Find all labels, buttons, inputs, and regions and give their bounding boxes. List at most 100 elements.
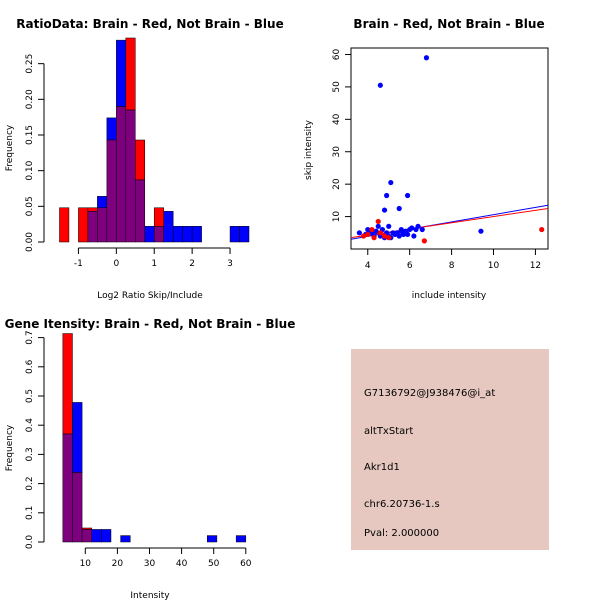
ratio-histogram-bar-blue [229,226,240,243]
scatter-x-tick-label: 12 [530,261,541,271]
ratio-histogram-y-tick-label: 0.20 [25,89,35,109]
ratio-histogram-y-tick-label: 0.25 [25,54,35,74]
ratio-histogram-y-tick-label: 0.05 [25,196,35,216]
ratio-histogram-bar-blue [172,226,183,243]
scatter-x-tick-label: 8 [449,261,455,271]
scatter-point-red [377,230,383,236]
ratio-histogram-axes: -1 0 1 2 3 0.00 0.05 0.10 0.15 0.20 0.25 [25,54,233,269]
ratio-histogram-y-tick-label: 0.00 [25,232,35,252]
scatter-y-tick-label: 50 [332,81,342,93]
intensity-histogram-axes: 10 20 30 40 50 60 0.0 0.1 0.2 0.3 0.4 0.5 0.6 0.7 [25,330,252,569]
intensity-histogram-x-tick-label: 20 [112,559,124,569]
intensity-histogram-bars [62,333,247,543]
scatter-title: Brain - Red, Not Brain - Blue [353,17,544,31]
scatter-point-blue [409,225,415,231]
intensity-histogram-x-tick-label: 30 [144,559,156,569]
scatter-point-blue [388,179,394,186]
scatter-point-red [369,226,375,233]
intensity-histogram-bar-blue [235,535,247,543]
scatter-points [356,55,545,244]
scatter-point-red [360,233,367,239]
intensity-histogram-bar-blue [101,529,112,543]
intensity-histogram-bar-blue [72,402,83,473]
ratio-histogram-y-tick-label: 0.10 [25,160,35,180]
ratio-histogram-bars [59,37,250,243]
scatter-point-blue [478,228,484,234]
info-probe-id: G7136792@J938476@i_at [364,388,495,399]
ratio-histogram-x-tick-label: 0 [113,259,119,269]
scatter-point-blue [373,228,379,234]
scatter-point-blue [411,233,417,239]
intensity-histogram-y-tick-label: 0.3 [25,447,35,461]
intensity-histogram-bar-overlap [62,433,73,543]
intensity-histogram-y-tick-label: 0.6 [25,359,35,374]
ratio-histogram-bar-overlap [87,211,98,243]
info-event-type: altTxStart [364,426,413,437]
ratio-histogram-title: RatioData: Brain - Red, Not Brain - Blue [16,17,283,31]
scatter-point-blue [356,230,362,236]
intensity-histogram-y-tick-label: 0.2 [25,476,35,490]
scatter-plot-frame [350,47,549,250]
ratio-histogram-bar-blue [182,226,193,243]
intensity-histogram-bar-overlap [81,529,92,543]
intensity-histogram-bar-red [62,333,73,435]
ratio-histogram-bar-overlap [153,226,164,243]
info-box-background [351,349,549,550]
ratio-histogram-bar-blue [239,226,250,243]
ratio-histogram-bar-overlap [97,207,108,243]
scatter-axes: 4 6 8 10 12 10 20 30 40 50 60 [332,48,541,271]
intensity-histogram-bar-blue [207,535,218,543]
ratio-histogram-panel: RatioData: Brain - Red, Not Brain - Blue… [5,17,284,301]
scatter-point-blue [375,223,381,229]
intensity-histogram-bar-blue [91,529,102,543]
scatter-x-tick-label: 4 [365,261,371,271]
intensity-histogram-x-tick-label: 10 [80,559,92,569]
scatter-point-blue [398,226,404,233]
intensity-histogram-y-tick-label: 0.0 [25,535,35,550]
ratio-histogram-bar-red [125,37,136,111]
ratio-histogram-bar-overlap [125,109,136,243]
ratio-histogram-bar-overlap [106,139,117,243]
info-location: chr6.20736-1.s [364,499,440,510]
intensity-histogram-title: Gene Itensity: Brain - Red, Not Brain - … [5,317,296,331]
ratio-histogram-x-tick-label: 2 [189,259,195,269]
scatter-point-red [381,233,388,239]
intensity-histogram-x-tick-label: 60 [240,559,252,569]
ratio-histogram-bar-blue [97,196,108,209]
scatter-point-blue [423,55,430,61]
ratio-histogram-x-tick-label: -1 [74,259,83,269]
scatter-point-blue [415,223,421,229]
scatter-point-blue [404,231,411,238]
intensity-histogram-y-tick-label: 0.1 [25,506,35,520]
scatter-point-blue [381,207,388,213]
ratio-histogram-bar-blue [106,117,117,141]
ratio-histogram-x-tick-label: 3 [227,259,233,269]
scatter-point-red [421,238,427,244]
intensity-histogram-ylabel: Frequency [5,424,15,471]
scatter-y-tick-label: 10 [332,211,342,223]
ratio-histogram-bar-red [78,207,89,243]
ratio-histogram-bar-blue [116,39,127,107]
intensity-histogram-xlabel: Intensity [130,591,170,600]
ratio-histogram-y-tick-label: 0.15 [25,125,35,145]
intensity-histogram-bar-overlap [72,472,83,543]
intensity-histogram-panel: Gene Itensity: Brain - Red, Not Brain - … [5,317,296,600]
scatter-point-red [365,231,371,238]
ratio-histogram-bar-red [153,207,164,227]
scatter-x-tick-label: 6 [407,261,413,271]
intensity-histogram-y-tick-label: 0.4 [25,418,35,433]
scatter-point-red [371,235,377,241]
scatter-point-blue [396,205,402,212]
ratio-histogram-bar-overlap [116,106,127,243]
scatter-panel: Brain - Red, Not Brain - Blue 4 6 8 10 12 10 2… [304,17,549,301]
scatter-point-red [386,235,392,241]
ratio-histogram-bar-blue [144,226,155,243]
scatter-point-blue [404,192,411,199]
scatter-y-tick-label: 20 [332,178,342,190]
scatter-x-tick-label: 10 [488,261,500,271]
ratio-histogram-xlabel: Log2 Ratio Skip/Include [97,291,203,301]
ratio-histogram-bar-overlap [135,179,146,243]
scatter-point-red [375,218,381,225]
info-pval: Pval: 2.000000 [364,528,439,539]
